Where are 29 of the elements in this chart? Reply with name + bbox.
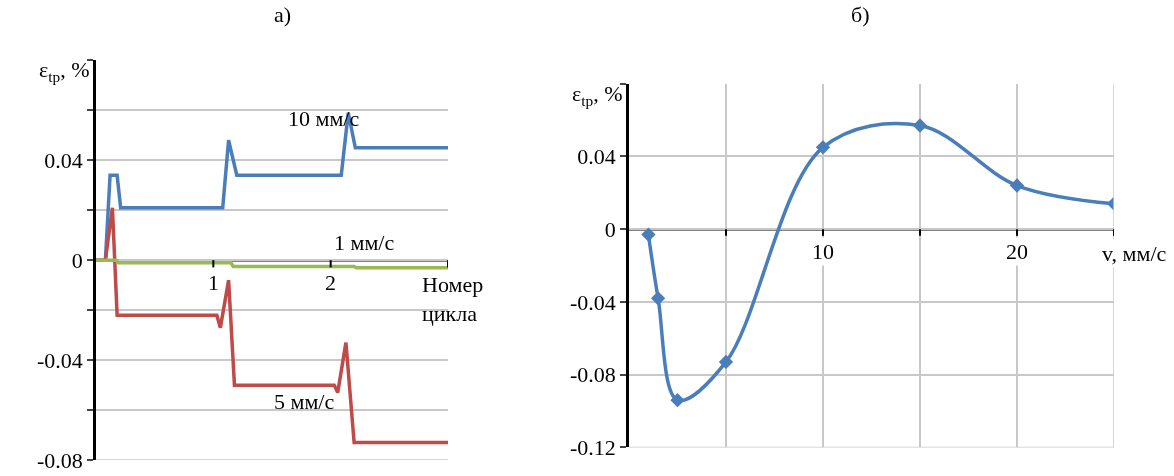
y-tick-label: -0.08 <box>570 362 616 388</box>
point <box>718 354 734 370</box>
x-axis-title: Номер цикла <box>422 272 484 326</box>
point <box>670 392 685 408</box>
chart-title: б) <box>851 2 870 27</box>
y-tick-label: -0.04 <box>570 289 616 315</box>
x-tick-label: 1 <box>208 270 219 295</box>
chart-title: а) <box>274 2 292 27</box>
point <box>1009 178 1025 193</box>
y-tick-label: -0.08 <box>37 447 83 473</box>
point <box>912 118 928 133</box>
y-tick-label: -0.04 <box>37 347 83 373</box>
x-tick-label: 20 <box>1006 239 1028 264</box>
point <box>641 227 656 242</box>
line-series <box>96 258 448 270</box>
point <box>650 291 666 306</box>
x-tick-label: 2 <box>325 270 336 295</box>
series-label: 5 мм/с <box>274 389 335 414</box>
y-tick-label: 0 <box>71 247 83 273</box>
y-tick-label: 0 <box>604 216 616 242</box>
y-tick-label: 0.04 <box>577 144 616 170</box>
y-tick-label: 0.04 <box>44 147 83 173</box>
y-axis-title: ε$_{tp}$, % <box>39 57 90 85</box>
x-tick-label: 10 <box>812 239 834 264</box>
y-tick-label: -0.12 <box>570 435 616 461</box>
point <box>815 140 831 155</box>
y-axis-title: ε$_{tp}$, % <box>572 81 623 109</box>
x-axis-title: v, мм/с <box>1102 241 1167 266</box>
series-label: 1 мм/с <box>334 230 395 255</box>
